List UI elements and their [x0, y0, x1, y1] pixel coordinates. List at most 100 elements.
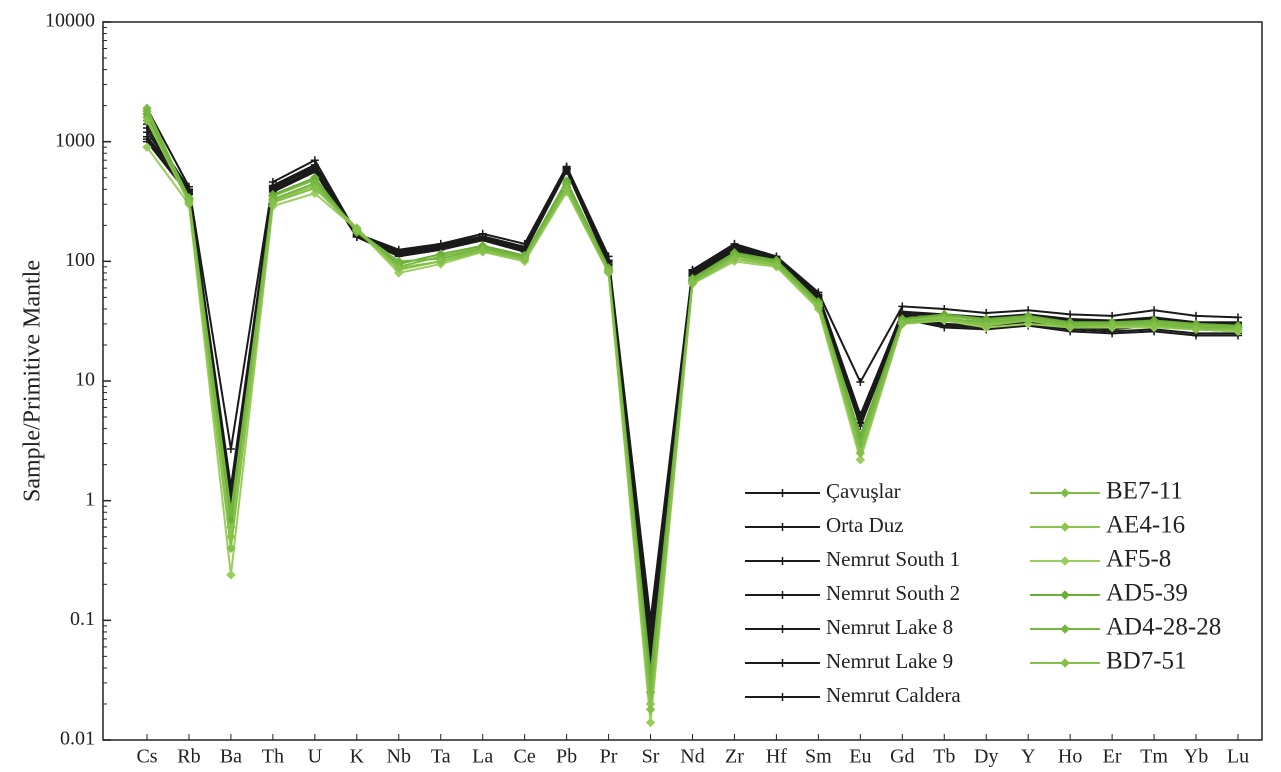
x-tick-label: Tm — [1140, 746, 1168, 768]
y-tick-label: 0.01 — [60, 728, 95, 750]
marker — [184, 197, 194, 208]
marker — [1060, 522, 1070, 532]
marker — [855, 454, 866, 465]
x-tick-label: Rb — [177, 746, 200, 768]
legend-label: Nemrut Lake 8 — [826, 615, 953, 639]
marker — [778, 693, 787, 701]
marker — [226, 570, 236, 580]
y-tick-label: 0.1 — [70, 608, 95, 630]
x-tick-label: K — [350, 746, 365, 768]
marker — [855, 448, 866, 458]
marker — [310, 183, 320, 193]
marker — [1060, 624, 1070, 634]
y-tick-label: 100 — [65, 249, 95, 271]
marker — [436, 256, 446, 267]
marker — [394, 268, 404, 278]
marker — [1149, 320, 1159, 331]
legend-label: BE7-11 — [1106, 478, 1183, 505]
marker — [939, 314, 949, 324]
marker — [143, 128, 151, 137]
marker — [226, 507, 236, 517]
marker — [603, 267, 614, 277]
x-tick-label: Zr — [725, 746, 744, 768]
marker — [352, 224, 362, 235]
y-tick-label: 1000 — [55, 129, 95, 151]
marker — [1107, 320, 1117, 331]
marker — [778, 659, 787, 667]
marker — [226, 543, 236, 553]
marker — [1060, 590, 1070, 600]
x-tick-label: Er — [1103, 746, 1122, 768]
marker — [778, 523, 787, 531]
legend-label: Orta Duz — [826, 513, 904, 537]
y-tick-label: 10000 — [45, 10, 95, 32]
marker — [856, 419, 865, 428]
marker — [1060, 658, 1070, 668]
x-tick-label: Eu — [849, 746, 871, 768]
marker — [142, 106, 152, 116]
marker — [519, 254, 530, 265]
marker — [645, 717, 656, 728]
x-tick-label: Ba — [220, 746, 242, 768]
x-tick-label: Th — [262, 746, 284, 768]
marker — [562, 165, 571, 174]
marker — [1150, 306, 1159, 315]
marker — [1065, 322, 1075, 333]
y-axis-label: Sample/Primitive Mantle — [20, 260, 46, 502]
y-tick-label: 1 — [85, 488, 95, 510]
marker — [778, 557, 787, 565]
marker — [268, 197, 278, 208]
legend-label: Çavuşlar — [826, 479, 901, 503]
marker — [1060, 488, 1070, 498]
marker — [1023, 315, 1033, 326]
marker — [142, 142, 152, 152]
legend-label: AD5-39 — [1106, 580, 1188, 607]
x-tick-label: Ho — [1058, 746, 1082, 768]
legend-label: AE4-16 — [1106, 512, 1185, 539]
marker — [729, 254, 740, 264]
marker — [981, 320, 991, 331]
marker — [897, 319, 908, 329]
legend-label: BD7-51 — [1106, 648, 1187, 675]
x-tick-label: Sr — [642, 746, 660, 768]
x-tick-label: Dy — [974, 746, 998, 768]
marker — [226, 445, 235, 454]
legend-label: Nemrut South 2 — [826, 581, 960, 605]
legend-label: Nemrut South 1 — [826, 547, 960, 571]
y-tick-label: 10 — [75, 369, 95, 391]
x-tick-label: Gd — [890, 746, 914, 768]
marker — [645, 704, 656, 715]
marker — [477, 246, 488, 256]
marker — [226, 514, 236, 524]
x-tick-label: Sm — [805, 746, 832, 768]
series-line — [146, 127, 1239, 657]
legend-label: AD4-28-28 — [1106, 614, 1221, 641]
x-tick-label: Ce — [514, 746, 536, 768]
marker — [778, 489, 787, 497]
x-tick-label: Cs — [136, 746, 157, 768]
legend-label: Nemrut Caldera — [826, 683, 961, 707]
marker — [394, 263, 404, 273]
legend-label: Nemrut Lake 9 — [826, 649, 953, 673]
x-tick-label: Yb — [1184, 746, 1208, 768]
x-tick-label: Nd — [680, 746, 704, 768]
x-tick-label: Lu — [1227, 746, 1249, 768]
marker — [778, 591, 787, 599]
marker — [142, 115, 152, 126]
marker — [1233, 324, 1243, 335]
marker — [687, 278, 698, 288]
marker — [561, 184, 572, 194]
legend-label: AF5-8 — [1106, 546, 1171, 573]
x-tick-label: Nb — [387, 746, 411, 768]
x-tick-label: Hf — [766, 746, 787, 768]
marker — [778, 625, 787, 633]
x-tick-label: U — [308, 746, 323, 768]
x-tick-label: Tb — [933, 746, 955, 768]
marker — [1060, 556, 1070, 566]
x-tick-label: Y — [1021, 746, 1035, 768]
marker — [226, 531, 236, 542]
x-tick-label: Ta — [431, 746, 451, 768]
marker — [856, 378, 865, 387]
marker — [813, 301, 824, 312]
